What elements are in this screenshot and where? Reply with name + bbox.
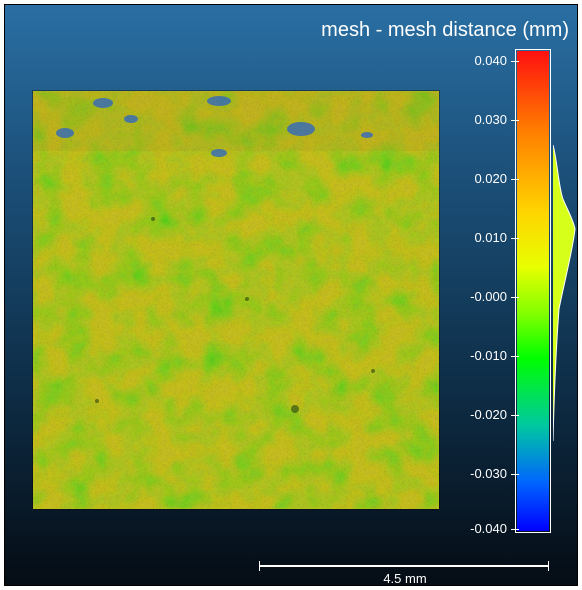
colorbar-tick (511, 474, 519, 475)
surface-texture-svg (33, 91, 439, 509)
colorbar-tick (511, 238, 519, 239)
colorbar-gradient (517, 51, 549, 531)
colorbar-tick-label: -0.030 (470, 466, 507, 481)
scale-bar-end-right (548, 561, 549, 571)
colorbar-tick-label: 0.020 (474, 171, 507, 186)
histogram-shape (553, 145, 575, 441)
distance-histogram (553, 144, 576, 442)
colorbar-tick (511, 120, 519, 121)
colorbar-tick (511, 529, 519, 530)
colorbar-tick (511, 297, 519, 298)
colorbar-tick-label: -0.000 (470, 289, 507, 304)
viewer-window: mesh - mesh distance (mm) (4, 4, 578, 586)
colorbar-tick-label: 0.010 (474, 230, 507, 245)
deviation-surface-image[interactable] (33, 91, 439, 509)
colorbar-tick (511, 179, 519, 180)
colorbar-tick-label: 0.030 (474, 112, 507, 127)
colorbar-tick-label: -0.020 (470, 407, 507, 422)
histogram-outline (553, 144, 576, 442)
colorbar-title: mesh - mesh distance (mm) (321, 19, 569, 41)
colorbar-tick (511, 61, 519, 62)
scale-bar-label: 4.5 mm (383, 571, 427, 586)
colorbar-tick (511, 356, 519, 357)
colorbar-tick (511, 415, 519, 416)
scale-bar-end-left (259, 561, 260, 571)
colorbar-frame (515, 49, 551, 533)
colorbar-tick-label: 0.040 (474, 53, 507, 68)
colorbar-tick-label: -0.010 (470, 348, 507, 363)
scale-bar (259, 565, 549, 567)
colorbar-tick-label: -0.040 (470, 521, 507, 536)
